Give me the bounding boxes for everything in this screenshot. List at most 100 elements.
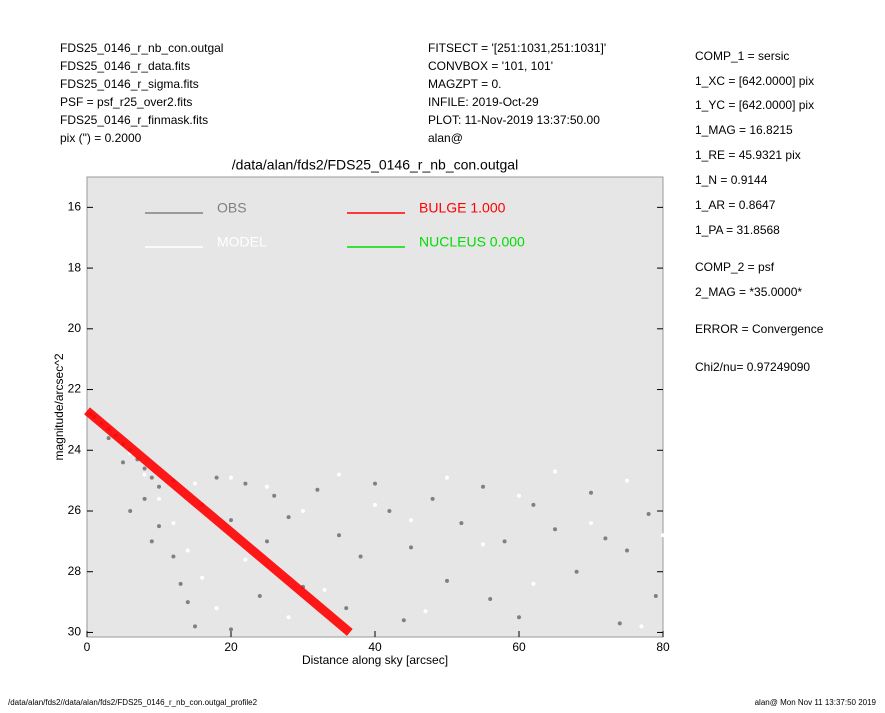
data-point	[149, 475, 154, 480]
data-point	[481, 542, 485, 547]
param-text: 1_AR = 0.8647	[695, 198, 776, 212]
data-point	[531, 581, 536, 586]
data-point	[315, 487, 320, 492]
data-point	[157, 484, 161, 489]
data-point	[387, 508, 392, 513]
data-point	[373, 481, 377, 486]
data-point	[639, 624, 644, 629]
param-text: ERROR = Convergence	[695, 322, 824, 336]
data-point	[401, 618, 406, 623]
data-point	[157, 524, 161, 529]
header-text: FDS25_0146_r_finmask.fits	[60, 113, 208, 127]
data-point	[157, 496, 161, 501]
data-point	[171, 521, 176, 526]
data-point	[286, 615, 291, 620]
data-point	[531, 502, 536, 507]
data-point	[445, 578, 449, 583]
data-point	[301, 508, 305, 513]
data-point	[185, 600, 190, 605]
y-tick-label: 20	[68, 321, 82, 335]
y-tick-label: 26	[68, 503, 82, 517]
chart-title: /data/alan/fds2/FDS25_0146_r_nb_con.outg…	[232, 157, 518, 173]
data-point	[589, 521, 593, 526]
data-point	[373, 502, 377, 507]
data-point	[589, 490, 593, 495]
legend-label: MODEL	[217, 234, 267, 250]
data-point	[257, 594, 262, 599]
x-tick-label: 60	[512, 640, 526, 654]
header-text: alan@	[428, 131, 463, 145]
header-text: INFILE: 2019-Oct-29	[428, 95, 539, 109]
data-point	[322, 587, 327, 592]
plot-area	[86, 176, 664, 638]
x-tick-label: 20	[224, 640, 238, 654]
param-text: 1_MAG = 16.8215	[695, 123, 793, 137]
data-point	[193, 624, 197, 629]
data-point	[243, 557, 248, 562]
x-tick-label: 40	[368, 640, 382, 654]
x-axis-label: Distance along sky [arcsec]	[302, 653, 448, 667]
x-tick-label: 80	[656, 640, 670, 654]
data-point	[617, 621, 622, 626]
data-point	[409, 545, 413, 550]
data-point	[185, 548, 190, 553]
data-point	[214, 475, 219, 480]
header-text: CONVBOX = '101, 101'	[428, 59, 553, 73]
data-point	[200, 575, 205, 580]
data-point	[243, 481, 248, 486]
data-point	[430, 496, 435, 501]
data-point	[481, 484, 485, 489]
data-point	[502, 539, 507, 544]
data-point	[265, 484, 269, 489]
bulge-band	[84, 407, 353, 636]
data-point	[625, 548, 629, 553]
data-point	[286, 515, 291, 520]
param-text: COMP_2 = psf	[695, 260, 775, 274]
data-point	[574, 569, 579, 574]
y-tick-label: 18	[68, 260, 82, 274]
data-point	[409, 518, 413, 523]
data-point	[229, 475, 233, 480]
header-text: FITSECT = '[251:1031,251:1031]'	[428, 41, 606, 55]
data-point	[653, 594, 658, 599]
header-text: PSF = psf_r25_over2.fits	[60, 95, 192, 109]
data-point	[488, 597, 493, 602]
data-point	[229, 518, 233, 523]
data-point	[445, 475, 449, 480]
param-text: 2_MAG = *35.0000*	[695, 285, 802, 299]
data-point	[603, 536, 608, 541]
header-text: FDS25_0146_r_data.fits	[60, 59, 190, 73]
data-point	[553, 527, 557, 532]
param-text: 1_YC = [642.0000] pix	[695, 98, 814, 112]
header-text: PLOT: 11-Nov-2019 13:37:50.00	[428, 113, 600, 127]
param-text: 1_PA = 31.8568	[695, 223, 780, 237]
legend-label: BULGE 1.000	[419, 200, 506, 216]
y-tick-label: 22	[68, 382, 82, 396]
data-point	[142, 472, 147, 477]
x-tick-label: 0	[84, 640, 91, 654]
header-text: pix (") = 0.2000	[60, 131, 142, 145]
data-point	[337, 533, 341, 538]
data-point	[193, 481, 197, 486]
data-point	[229, 627, 233, 632]
footer-right: alan@ Mon Nov 11 13:37:50 2019	[755, 698, 877, 707]
footer-left: /data/alan/fds2//data/alan/fds2/FDS25_01…	[8, 698, 258, 707]
data-point	[265, 539, 269, 544]
legend-label: NUCLEUS 0.000	[419, 234, 525, 250]
data-point	[178, 581, 183, 586]
data-point	[214, 606, 219, 611]
header-text: FDS25_0146_r_sigma.fits	[60, 77, 199, 91]
data-point	[149, 539, 154, 544]
legend-label: OBS	[217, 200, 247, 216]
data-point	[517, 615, 521, 620]
data-point	[171, 554, 176, 559]
data-point	[106, 436, 111, 441]
data-point	[128, 508, 133, 513]
header-text: FDS25_0146_r_nb_con.outgal	[60, 41, 223, 55]
data-point	[337, 472, 341, 477]
data-point	[121, 460, 125, 465]
data-point	[661, 533, 665, 538]
y-tick-label: 24	[68, 442, 82, 456]
